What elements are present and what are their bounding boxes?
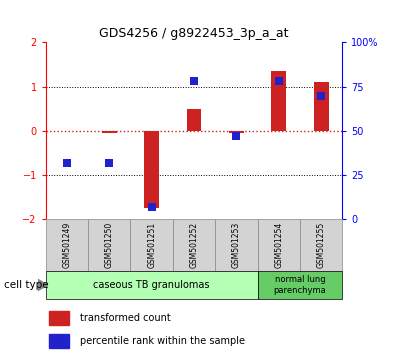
Point xyxy=(191,79,197,84)
Bar xyxy=(258,271,342,299)
Bar xyxy=(258,219,300,271)
Bar xyxy=(88,219,131,271)
Polygon shape xyxy=(38,279,48,291)
Text: normal lung
parenchyma: normal lung parenchyma xyxy=(273,275,326,295)
Bar xyxy=(229,131,244,133)
Text: GSM501252: GSM501252 xyxy=(189,222,199,268)
Bar xyxy=(144,131,159,209)
Text: GSM501251: GSM501251 xyxy=(147,222,156,268)
Title: GDS4256 / g8922453_3p_a_at: GDS4256 / g8922453_3p_a_at xyxy=(99,27,289,40)
Point xyxy=(233,133,240,139)
Bar xyxy=(102,131,117,133)
Point xyxy=(64,160,70,166)
Text: percentile rank within the sample: percentile rank within the sample xyxy=(80,336,245,346)
Bar xyxy=(131,219,173,271)
Text: transformed count: transformed count xyxy=(80,313,170,323)
Text: GSM501250: GSM501250 xyxy=(105,222,114,268)
Bar xyxy=(46,219,88,271)
Point xyxy=(148,204,155,210)
Text: GSM501254: GSM501254 xyxy=(274,222,283,268)
Bar xyxy=(173,219,215,271)
Text: GSM501253: GSM501253 xyxy=(232,222,241,268)
Point xyxy=(106,160,113,166)
Bar xyxy=(300,219,342,271)
Text: GSM501255: GSM501255 xyxy=(316,222,326,268)
Bar xyxy=(49,312,70,325)
Bar xyxy=(271,71,286,131)
Point xyxy=(275,79,282,84)
Text: GSM501249: GSM501249 xyxy=(62,222,72,268)
Bar xyxy=(49,334,70,348)
Text: cell type: cell type xyxy=(4,280,49,290)
Bar xyxy=(215,219,258,271)
Bar xyxy=(314,82,328,131)
Bar xyxy=(46,271,258,299)
Bar xyxy=(187,109,201,131)
Point xyxy=(318,93,324,98)
Text: caseous TB granulomas: caseous TB granulomas xyxy=(94,280,210,290)
